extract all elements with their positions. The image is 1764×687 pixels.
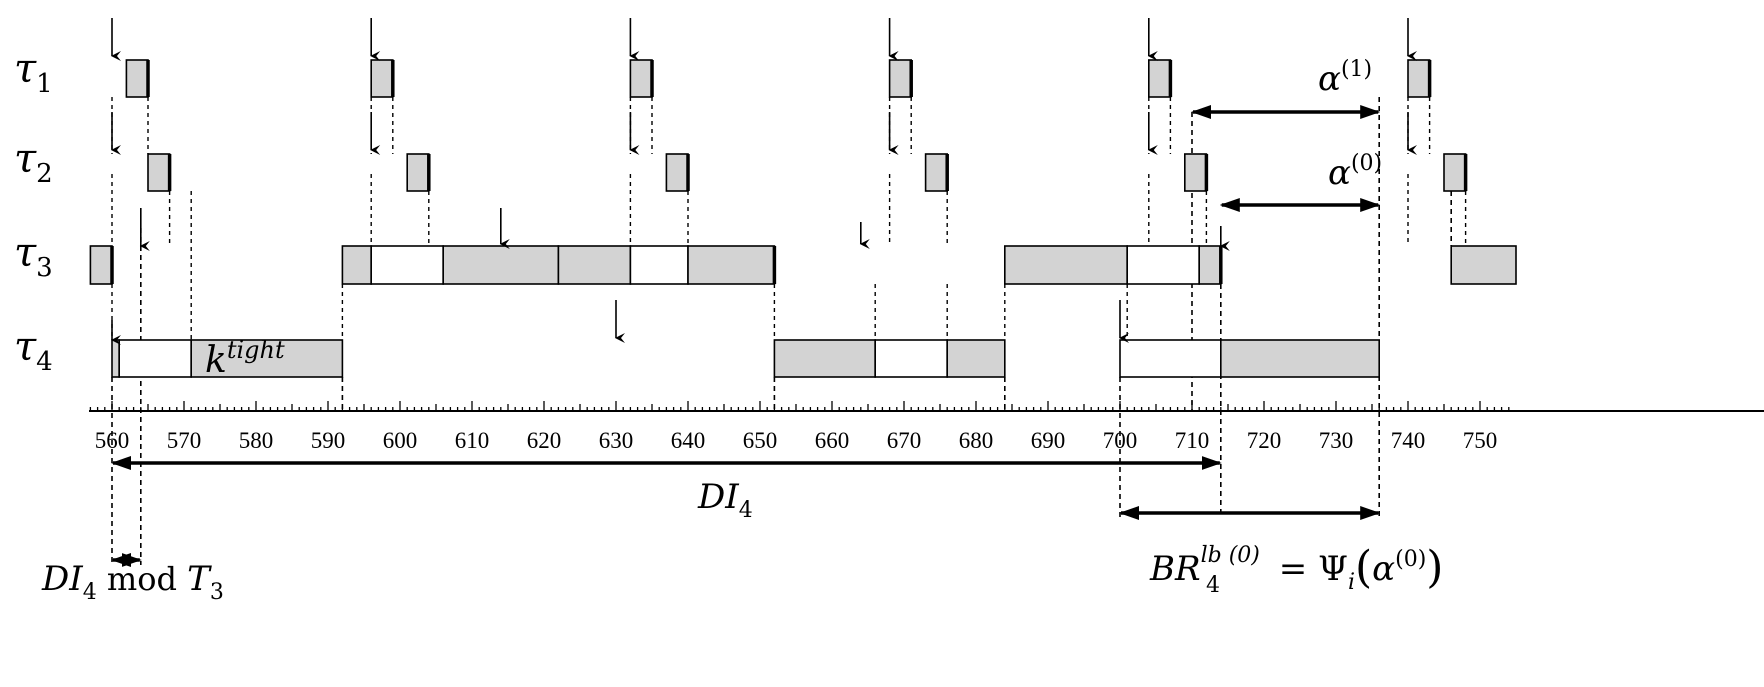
axis-tick-label: 750 [1463,428,1498,453]
axis-tick-label: 720 [1247,428,1282,453]
close-paren: ) [1426,542,1443,593]
psi-symbol: Ψ [1318,549,1348,589]
task-subscript: 3 [36,253,53,283]
alpha0-sup: (0) [1351,151,1382,176]
axis-tick-label: 600 [383,428,418,453]
execution-segment [1220,339,1381,378]
axis-tick-label: 560 [95,428,130,453]
task-symbol: τ [14,46,37,92]
axis-tick-label: 580 [239,428,274,453]
mod-operator: mod [97,560,187,598]
axis-tick-label: 640 [671,428,706,453]
equals-sign: = [1268,549,1318,589]
k-tight-sup: tight [227,336,285,364]
execution-block [370,59,394,98]
execution-segment [687,245,776,285]
execution-segment [629,245,689,285]
di4-mod-sub: 4 [83,580,97,605]
execution-block [406,153,430,192]
axis-tick-label: 570 [167,428,202,453]
execution-segment [1450,245,1517,285]
execution-segment [118,339,192,378]
axis-tick-label: 700 [1103,428,1138,453]
task-subscript: 1 [36,69,53,99]
task-symbol: τ [14,136,37,182]
dashed-guides [111,97,1467,565]
alpha1-sup: (1) [1341,57,1372,82]
axis-tick-label: 690 [1031,428,1066,453]
axis-tick-label: 630 [599,428,634,453]
axis-tick-label: 710 [1175,428,1210,453]
axis-tick-label: 650 [743,428,778,453]
execution-segment [874,339,949,378]
task-label-t2: τ2 [14,136,53,189]
alpha1-base: α [1318,59,1341,99]
t3-sub: 3 [210,580,224,605]
execution-block [1407,59,1431,98]
task-symbol: τ [14,230,37,276]
execution-segment [557,245,632,285]
execution-block [1184,153,1208,192]
t3-base: T [187,559,212,599]
release-arrows [111,18,1417,345]
execution-block [888,59,912,98]
execution-block [1443,153,1467,192]
alpha1-label: α(1) [1318,57,1372,99]
execution-segment [773,339,877,378]
task-label-t4: τ4 [14,324,53,377]
di4-mod-t3-label: DI4 mod T3 [41,559,224,605]
axis-tick-label: 660 [815,428,850,453]
axis-tick-label: 730 [1319,428,1354,453]
execution-block [1148,59,1172,98]
execution-block [629,59,653,98]
psi-sub: i [1348,570,1355,595]
axis-tick-label: 610 [455,428,490,453]
k-tight-base: k [205,340,227,381]
interval-arrows [111,105,1381,567]
execution-block [147,153,171,192]
execution-segment [946,339,1006,378]
execution-segment [1119,339,1222,378]
execution-block [924,153,948,192]
k-tight-label: ktight [205,336,285,381]
time-axis: 560 570 580 590 600 610 620 630 640 650 660 670 680 6… [89,401,1764,453]
task-subscript: 2 [36,159,53,189]
di4-mod-base: DI [41,559,83,599]
execution-blocks [89,59,1517,378]
di4-base: DI [697,477,739,517]
execution-segment [1126,245,1200,285]
execution-block [125,59,149,98]
task-subscript: 4 [36,347,53,377]
task-symbol: τ [14,324,37,370]
br-base: BR [1149,549,1201,589]
di4-sub: 4 [739,498,753,523]
br-sup: lb (0) [1201,543,1260,568]
execution-segment [190,339,344,378]
axis-tick-label: 740 [1391,428,1426,453]
execution-segment [1198,245,1222,285]
psi-arg: α [1372,549,1395,589]
task-label-t1: τ1 [14,46,53,99]
axis-tick-label: 620 [527,428,562,453]
execution-block [665,153,689,192]
execution-segment [1003,245,1128,285]
axis-tick-label: 590 [311,428,346,453]
open-paren: ( [1355,542,1372,593]
task-label-t3: τ3 [14,230,53,283]
alpha0-label: α(0) [1328,151,1382,193]
execution-segment [111,339,120,378]
task-labels: τ1 τ2 τ3 τ4 [14,46,53,377]
alpha0-base: α [1328,153,1351,193]
execution-segment [370,245,445,285]
axis-tick-label: 680 [959,428,994,453]
di4-label: DI4 [697,477,753,523]
execution-segment [442,245,560,285]
execution-segment [89,245,113,285]
br-sub: 4 [1206,573,1220,598]
psi-arg-sup: (0) [1395,547,1426,572]
execution-segment [341,245,372,285]
axis-tick-label: 670 [887,428,922,453]
br-equation-label: BRlb (0) 4 = Ψi(α(0)) [1149,542,1443,598]
